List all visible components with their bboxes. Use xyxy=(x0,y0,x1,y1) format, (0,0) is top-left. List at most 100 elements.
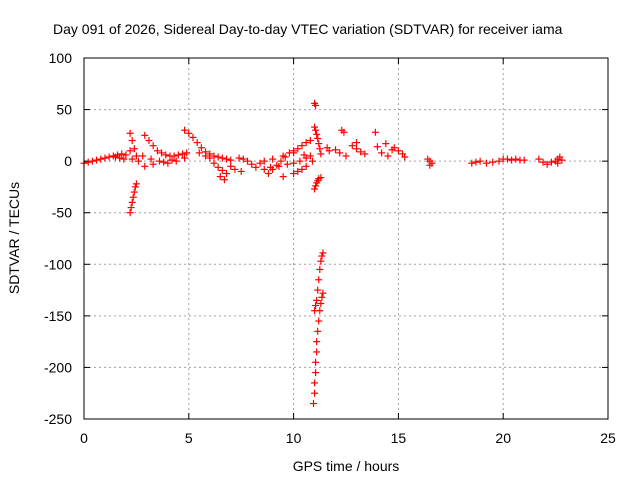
data-point xyxy=(300,151,308,159)
data-point xyxy=(426,161,434,169)
y-tick-label: 0 xyxy=(64,153,72,169)
data-point xyxy=(84,158,92,166)
data-point xyxy=(508,156,516,164)
data-point xyxy=(308,157,316,165)
data-point xyxy=(275,162,283,170)
data-point xyxy=(313,296,321,304)
data-point xyxy=(134,157,142,165)
data-point xyxy=(216,173,224,181)
data-point xyxy=(116,154,124,162)
x-tick-label: 10 xyxy=(286,430,302,446)
data-point xyxy=(260,165,268,173)
data-point xyxy=(101,154,109,162)
data-point xyxy=(126,209,134,217)
data-point xyxy=(172,157,180,165)
data-point xyxy=(390,144,398,152)
data-point xyxy=(93,156,101,164)
data-point xyxy=(317,257,325,265)
data-point xyxy=(294,145,302,153)
data-point xyxy=(476,157,484,165)
data-point xyxy=(174,151,182,159)
x-tick-label: 20 xyxy=(495,430,511,446)
data-point xyxy=(145,137,153,145)
data-point xyxy=(554,159,562,167)
data-point xyxy=(118,150,126,158)
data-point xyxy=(314,134,322,142)
data-point xyxy=(378,149,386,157)
data-point xyxy=(202,152,210,160)
y-tick-label: -50 xyxy=(52,205,72,221)
data-point xyxy=(237,167,245,175)
data-point xyxy=(139,152,147,160)
data-point xyxy=(316,145,324,153)
data-point xyxy=(252,163,260,171)
data-point xyxy=(141,162,149,170)
data-point xyxy=(312,182,320,190)
data-point xyxy=(168,156,176,164)
data-point xyxy=(294,167,302,175)
data-point xyxy=(298,142,306,150)
data-point xyxy=(373,143,381,151)
y-tick-label: -200 xyxy=(44,359,72,375)
x-tick-label: 25 xyxy=(600,430,616,446)
data-point xyxy=(131,183,139,191)
data-point xyxy=(170,152,178,160)
data-point xyxy=(149,160,157,168)
data-point xyxy=(313,338,321,346)
data-point xyxy=(316,265,324,273)
y-tick-label: 100 xyxy=(49,50,73,66)
data-point xyxy=(105,153,113,161)
data-point xyxy=(312,126,320,134)
y-tick-label: 50 xyxy=(56,102,72,118)
data-point xyxy=(239,155,247,163)
data-point xyxy=(147,155,155,163)
data-point xyxy=(558,156,566,164)
data-point xyxy=(312,369,320,377)
data-point xyxy=(132,180,140,188)
data-point xyxy=(197,144,205,152)
y-tick-label: -250 xyxy=(44,411,72,427)
data-point xyxy=(269,155,277,163)
data-point xyxy=(97,155,105,163)
data-point xyxy=(325,147,333,155)
data-point xyxy=(306,137,314,145)
data-point xyxy=(315,317,323,325)
data-point xyxy=(361,150,369,158)
data-point xyxy=(317,299,325,307)
data-point xyxy=(311,123,319,131)
data-point xyxy=(316,307,324,315)
data-point xyxy=(296,157,304,165)
data-point xyxy=(302,162,310,170)
data-point xyxy=(120,155,128,163)
data-series xyxy=(80,99,566,408)
data-point xyxy=(319,289,327,297)
data-point xyxy=(311,379,319,387)
data-point xyxy=(248,160,256,168)
data-point xyxy=(214,163,222,171)
data-point xyxy=(227,156,235,164)
data-point xyxy=(162,151,170,159)
data-point xyxy=(195,149,203,157)
data-point xyxy=(371,128,379,136)
data-point xyxy=(472,158,480,166)
data-point xyxy=(164,159,172,167)
data-point xyxy=(319,249,327,257)
data-point xyxy=(279,173,287,181)
y-tick-label: -150 xyxy=(44,308,72,324)
data-point xyxy=(520,156,528,164)
data-point xyxy=(313,348,321,356)
data-point xyxy=(130,188,138,196)
x-tick-label: 5 xyxy=(185,430,193,446)
data-point xyxy=(290,149,298,157)
data-point xyxy=(290,170,298,178)
data-point xyxy=(317,150,325,158)
y-axis-label: SDTVAR / TECUs xyxy=(6,182,22,294)
data-point xyxy=(267,163,275,171)
data-point xyxy=(141,131,149,139)
data-point xyxy=(88,157,96,165)
data-point xyxy=(235,154,243,162)
data-point xyxy=(231,165,239,173)
data-point xyxy=(352,145,360,153)
data-point xyxy=(313,130,321,138)
data-point xyxy=(317,174,325,182)
